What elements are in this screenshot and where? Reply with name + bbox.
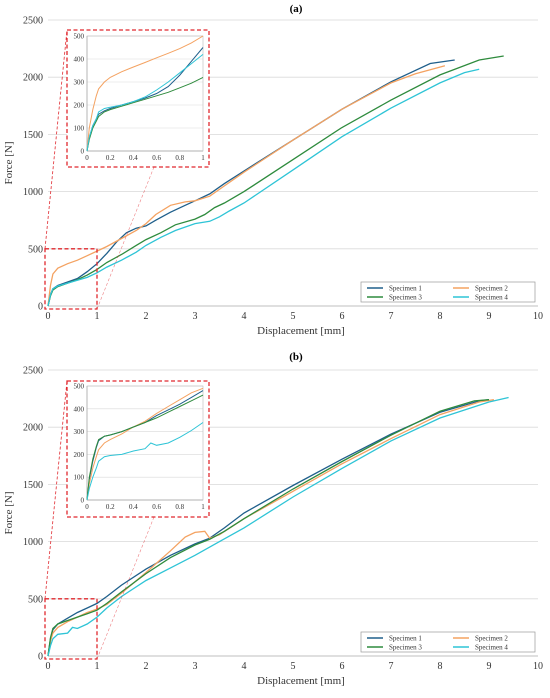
series-line-specimen-4 bbox=[47, 396, 509, 657]
x-tick-label: 3 bbox=[193, 311, 198, 322]
legend-label-specimen-3: Specimen 3 bbox=[389, 294, 422, 302]
inset-x-tick-label: 0 bbox=[85, 503, 89, 511]
x-tick-label: 4 bbox=[242, 311, 247, 322]
x-tick-label: 6 bbox=[340, 311, 345, 322]
zoom-connector bbox=[96, 516, 155, 660]
inset-frame bbox=[66, 380, 210, 518]
y-tick-label: 1000 bbox=[23, 537, 43, 548]
legend-label-specimen-3: Specimen 3 bbox=[389, 644, 422, 652]
zoom-region-box bbox=[44, 248, 98, 310]
zoom-connector bbox=[96, 166, 155, 310]
series-line-specimen-2 bbox=[47, 399, 495, 657]
inset-x-tick-label: 0.4 bbox=[129, 503, 138, 511]
zoom-connector bbox=[44, 29, 68, 249]
x-tick-label: 6 bbox=[340, 661, 345, 672]
legend-label-specimen-2: Specimen 2 bbox=[475, 635, 508, 643]
panel-a: (a)0 1 2 3 4 5 6 7 8 9 1005001000150020002500Displ… bbox=[3, 3, 543, 337]
y-tick-label: 500 bbox=[28, 244, 43, 255]
x-tick-label: 0 bbox=[46, 661, 51, 672]
legend bbox=[360, 281, 536, 303]
y-tick-label: 2500 bbox=[23, 366, 43, 377]
x-tick-label: 1 bbox=[95, 311, 100, 322]
legend-label-specimen-2: Specimen 2 bbox=[475, 285, 508, 293]
y-axis-label: Force [N] bbox=[3, 491, 15, 534]
y-tick-label: 2500 bbox=[23, 16, 43, 27]
legend bbox=[360, 631, 536, 653]
y-tick-label: 2000 bbox=[23, 73, 43, 84]
inset-y-tick-label: 400 bbox=[74, 405, 85, 413]
inset-x-tick-label: 1 bbox=[201, 154, 205, 162]
x-tick-label: 1 bbox=[95, 661, 100, 672]
y-tick-label: 0 bbox=[38, 302, 43, 313]
x-tick-label: 10 bbox=[533, 311, 543, 322]
y-tick-label: 0 bbox=[38, 652, 43, 663]
inset-series-line-specimen-4 bbox=[86, 422, 204, 501]
legend-label-specimen-4: Specimen 4 bbox=[475, 644, 508, 652]
inset-y-tick-label: 500 bbox=[74, 383, 85, 391]
x-axis-label: Displacement [mm] bbox=[257, 325, 345, 337]
x-tick-label: 0 bbox=[46, 311, 51, 322]
y-tick-label: 1500 bbox=[23, 480, 43, 491]
inset-y-tick-label: 200 bbox=[74, 102, 85, 110]
inset-x-tick-label: 0 bbox=[85, 154, 89, 162]
inset-y-tick-label: 400 bbox=[74, 56, 85, 64]
inset-series-line-specimen-3 bbox=[86, 394, 204, 501]
y-tick-label: 1500 bbox=[23, 130, 43, 141]
x-tick-label: 8 bbox=[438, 661, 443, 672]
panel-title: (b) bbox=[289, 351, 303, 363]
x-tick-label: 4 bbox=[242, 661, 247, 672]
legend-label-specimen-1: Specimen 1 bbox=[389, 635, 422, 643]
x-tick-label: 2 bbox=[144, 661, 149, 672]
panel-title: (a) bbox=[290, 3, 303, 15]
inset-series-line-specimen-3 bbox=[86, 76, 204, 152]
x-tick-label: 3 bbox=[193, 661, 198, 672]
inset-y-tick-label: 200 bbox=[74, 451, 85, 459]
inset-x-tick-label: 0.8 bbox=[175, 154, 184, 162]
inset-y-tick-label: 300 bbox=[74, 428, 85, 436]
inset-y-tick-label: 300 bbox=[74, 79, 85, 87]
inset-x-tick-label: 0.4 bbox=[129, 154, 138, 162]
x-axis-label: Displacement [mm] bbox=[257, 675, 345, 687]
y-tick-label: 2000 bbox=[23, 423, 43, 434]
inset-x-tick-label: 1 bbox=[201, 503, 205, 511]
inset-x-tick-label: 0.2 bbox=[106, 503, 115, 511]
legend-label-specimen-1: Specimen 1 bbox=[389, 285, 422, 293]
zoom-connector bbox=[44, 380, 68, 599]
series-line-specimen-4 bbox=[47, 68, 480, 307]
inset-x-tick-label: 0.2 bbox=[106, 154, 115, 162]
x-tick-label: 7 bbox=[389, 311, 394, 322]
inset-y-tick-label: 100 bbox=[74, 125, 85, 133]
zoom-region-box bbox=[44, 598, 98, 660]
inset-y-tick-label: 0 bbox=[81, 497, 85, 505]
x-tick-label: 8 bbox=[438, 311, 443, 322]
y-tick-label: 500 bbox=[28, 594, 43, 605]
inset-frame bbox=[66, 29, 210, 168]
inset-x-tick-label: 0.6 bbox=[152, 154, 161, 162]
y-tick-label: 1000 bbox=[23, 187, 43, 198]
series-line-specimen-2 bbox=[47, 65, 446, 307]
x-tick-label: 5 bbox=[291, 311, 296, 322]
y-axis-label: Force [N] bbox=[3, 141, 15, 184]
inset-y-tick-label: 0 bbox=[81, 148, 85, 156]
series-line-specimen-3 bbox=[47, 399, 490, 657]
inset-plot-area bbox=[86, 385, 204, 501]
inset-x-tick-label: 0.8 bbox=[175, 503, 184, 511]
inset-y-tick-label: 500 bbox=[74, 33, 85, 41]
x-tick-label: 5 bbox=[291, 661, 296, 672]
x-tick-label: 10 bbox=[533, 661, 543, 672]
inset-series-line-specimen-4 bbox=[86, 54, 204, 152]
x-tick-label: 9 bbox=[487, 661, 492, 672]
inset-y-tick-label: 100 bbox=[74, 474, 85, 482]
x-tick-label: 2 bbox=[144, 311, 149, 322]
inset-series-line-specimen-2 bbox=[86, 35, 204, 152]
panel-b: (b)0 1 2 3 4 5 6 7 8 9 1005001000150020002500Displ… bbox=[3, 351, 543, 687]
inset-series-line-specimen-2 bbox=[86, 387, 204, 501]
x-tick-label: 9 bbox=[487, 311, 492, 322]
x-tick-label: 7 bbox=[389, 661, 394, 672]
inset-x-tick-label: 0.6 bbox=[152, 503, 161, 511]
legend-label-specimen-4: Specimen 4 bbox=[475, 294, 508, 302]
inset-plot-area bbox=[86, 35, 204, 152]
